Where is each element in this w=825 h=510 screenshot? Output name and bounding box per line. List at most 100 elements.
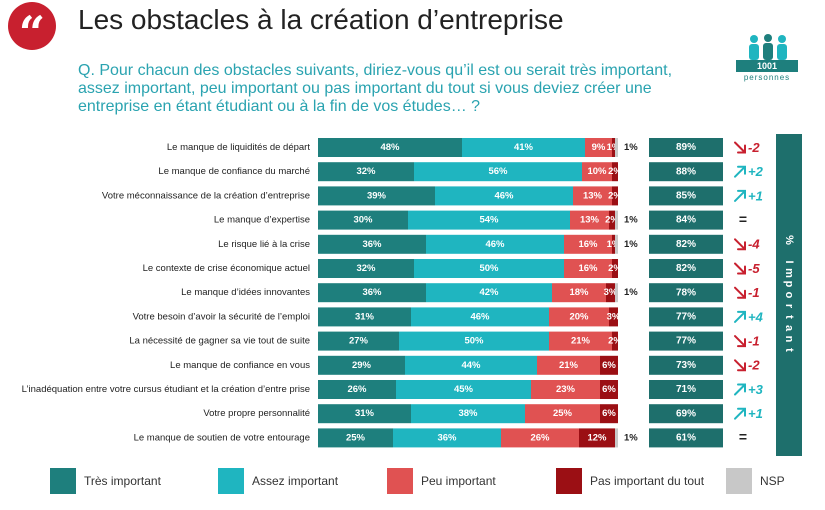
category-label: Le manque de liquidités de départ bbox=[167, 142, 310, 153]
bar-segment-assez bbox=[414, 162, 582, 182]
data-label: 32% bbox=[356, 263, 376, 274]
nsp-label: 1% bbox=[624, 215, 638, 226]
legend-swatch-assez bbox=[218, 468, 244, 494]
data-label: 54% bbox=[479, 215, 499, 226]
data-label: 18% bbox=[569, 287, 589, 298]
arrow-up-right-icon bbox=[734, 165, 746, 178]
total-box bbox=[649, 355, 723, 375]
data-label: 2% bbox=[605, 215, 619, 226]
bar-segment-nsp bbox=[615, 234, 618, 254]
evolution-value: +1 bbox=[748, 188, 763, 203]
bar-segment-tres bbox=[318, 428, 393, 448]
bar-segment-assez bbox=[408, 210, 570, 230]
data-label: 31% bbox=[355, 311, 375, 322]
important-banner-letter: % bbox=[783, 235, 795, 245]
category-label: Le manque d’idées innovantes bbox=[181, 287, 310, 298]
bar-segment-pas bbox=[612, 259, 618, 278]
evolution-value: +4 bbox=[748, 309, 764, 324]
bar-segment-pas bbox=[612, 162, 618, 182]
category-label: Le manque de confiance en vous bbox=[170, 360, 310, 371]
bar-segment-peu bbox=[531, 380, 600, 399]
data-label: 21% bbox=[571, 336, 591, 347]
total-box bbox=[649, 234, 723, 254]
bar-segment-peu bbox=[552, 283, 606, 303]
data-label: 32% bbox=[356, 166, 376, 177]
data-label: 50% bbox=[479, 263, 499, 274]
legend-swatch-pas bbox=[556, 468, 582, 494]
bar-segment-pas bbox=[612, 138, 615, 157]
bar-segment-tres bbox=[318, 380, 396, 399]
data-label: 36% bbox=[362, 287, 382, 298]
category-label: Le manque de soutien de votre entourage bbox=[134, 432, 310, 443]
evolution-value: -5 bbox=[748, 261, 760, 276]
bar-segment-pas bbox=[612, 186, 618, 206]
data-label: 36% bbox=[362, 239, 382, 250]
legend-label: Peu important bbox=[421, 474, 496, 488]
category-label: Votre propre personnalité bbox=[203, 408, 310, 419]
total-box bbox=[649, 259, 723, 278]
arrow-up-right-icon bbox=[734, 189, 746, 202]
data-label: 6% bbox=[602, 408, 616, 419]
bar-segment-peu bbox=[549, 331, 612, 351]
data-label: 3% bbox=[604, 287, 618, 298]
bar-segment-tres bbox=[318, 404, 411, 424]
category-label: Le contexte de crise économique actuel bbox=[143, 263, 310, 274]
total-value: 71% bbox=[676, 384, 696, 395]
total-value: 85% bbox=[676, 191, 696, 202]
data-label: 25% bbox=[346, 432, 366, 443]
bar-segment-assez bbox=[462, 138, 585, 157]
data-label: 6% bbox=[602, 384, 616, 395]
bar-segment-peu bbox=[501, 428, 579, 448]
data-label: 42% bbox=[479, 287, 499, 298]
total-value: 84% bbox=[676, 215, 696, 226]
bar-segment-assez bbox=[411, 307, 549, 327]
total-box bbox=[649, 428, 723, 448]
data-label: 36% bbox=[437, 432, 457, 443]
important-banner-letter: t bbox=[783, 348, 795, 352]
arrow-up-right-icon bbox=[734, 310, 746, 323]
sample-size-badge: 1001 personnes bbox=[736, 34, 798, 84]
data-label: 2% bbox=[608, 336, 622, 347]
data-label: 16% bbox=[578, 263, 598, 274]
category-label: Le manque d’expertise bbox=[214, 215, 310, 226]
bar-segment-assez bbox=[435, 186, 573, 206]
data-label: 50% bbox=[464, 336, 484, 347]
bar-segment-peu bbox=[573, 186, 612, 206]
category-label: La nécessité de gagner sa vie tout de su… bbox=[129, 336, 310, 347]
nsp-label: 1% bbox=[624, 239, 638, 250]
legend-label: Très important bbox=[84, 474, 161, 488]
arrow-down-right-icon bbox=[734, 335, 746, 348]
total-box bbox=[649, 186, 723, 206]
total-value: 88% bbox=[676, 166, 696, 177]
data-label: 48% bbox=[380, 142, 400, 153]
category-label: Le manque de confiance du marché bbox=[158, 166, 310, 177]
data-label: 2% bbox=[608, 263, 622, 274]
arrow-down-right-icon bbox=[734, 141, 746, 154]
people-icon bbox=[749, 34, 787, 60]
category-label: Le risque lié à la crise bbox=[218, 239, 310, 250]
bar-segment-peu bbox=[525, 404, 600, 424]
data-label: 23% bbox=[556, 384, 576, 395]
data-label: 3% bbox=[607, 311, 621, 322]
arrow-down-right-icon bbox=[734, 238, 746, 251]
legend-label: Assez important bbox=[252, 474, 339, 488]
evolution-value: -2 bbox=[748, 140, 760, 155]
bar-segment-tres bbox=[318, 138, 462, 157]
bar-segment-assez bbox=[405, 355, 537, 375]
legend-swatch-peu bbox=[387, 468, 413, 494]
evolution-value: -4 bbox=[748, 237, 760, 252]
bar-segment-tres bbox=[318, 355, 405, 375]
evolution-equal: = bbox=[739, 211, 747, 227]
data-label: 13% bbox=[580, 215, 600, 226]
important-banner-letter: m bbox=[783, 268, 795, 278]
category-label: Votre besoin d’avoir la sécurité de l’em… bbox=[133, 311, 310, 322]
bar-segment-peu bbox=[537, 355, 600, 375]
data-label: 26% bbox=[530, 432, 550, 443]
arrow-down-right-icon bbox=[734, 286, 746, 299]
bar-segment-pas bbox=[612, 331, 618, 351]
important-banner-letter: o bbox=[783, 292, 795, 299]
data-label: 41% bbox=[514, 142, 534, 153]
bar-segment-assez bbox=[426, 234, 564, 254]
bar-segment-pas bbox=[600, 355, 618, 375]
